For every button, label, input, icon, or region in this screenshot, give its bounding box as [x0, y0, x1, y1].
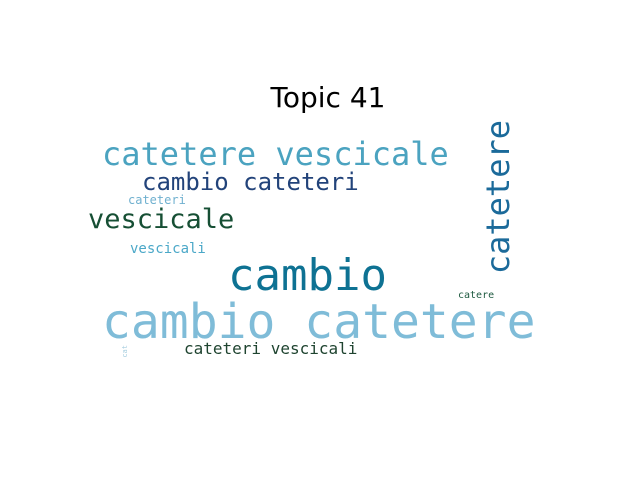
word-cloud-title: Topic 41	[270, 81, 386, 114]
word-cateteri: cateteri	[128, 193, 186, 207]
word-catere: catere	[458, 290, 495, 301]
word-vescicali: vescicali	[130, 241, 206, 257]
word-catetere: catetere	[479, 120, 517, 275]
word-cat: cat	[121, 345, 129, 358]
word-cambio-cateteri: cambio cateteri	[142, 168, 359, 196]
word-cateteri-vescicali: cateteri vescicali	[184, 339, 358, 358]
word-cambio: cambio	[228, 250, 387, 301]
word-catetere-vescicale: catetere vescicale	[102, 135, 449, 173]
word-cambio-catetere: cambio catetere	[102, 294, 536, 350]
word-vescicale: vescicale	[88, 204, 235, 235]
